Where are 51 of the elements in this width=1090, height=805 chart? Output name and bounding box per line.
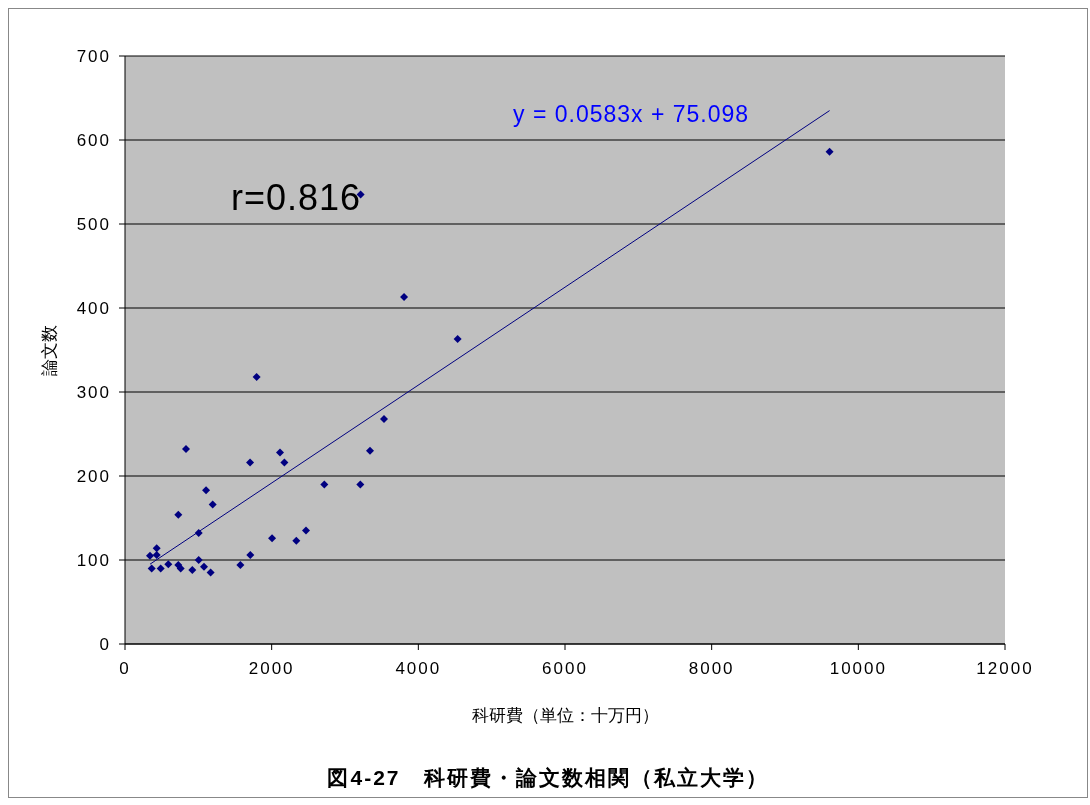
point bbox=[146, 551, 155, 560]
point bbox=[182, 445, 191, 454]
point bbox=[152, 550, 161, 559]
point bbox=[194, 529, 203, 538]
point bbox=[156, 564, 165, 573]
y-axis-title: 論文数 bbox=[40, 324, 60, 376]
point bbox=[252, 372, 261, 381]
annotation: r=0.816 bbox=[231, 177, 362, 219]
x-axis-title: 科研費（単位：十万円） bbox=[471, 706, 659, 725]
point bbox=[400, 293, 409, 302]
point bbox=[152, 544, 161, 553]
point bbox=[194, 556, 203, 564]
point bbox=[825, 147, 834, 156]
y-tick-label: 700 bbox=[76, 47, 111, 67]
point bbox=[202, 486, 211, 495]
y-tick-label: 100 bbox=[76, 551, 111, 571]
point bbox=[188, 566, 197, 575]
point bbox=[246, 458, 255, 467]
text: 図4-27 科研費・論文数相関（私立大学） bbox=[326, 765, 770, 791]
point bbox=[356, 480, 365, 489]
x-tick-label: 0 bbox=[119, 659, 131, 679]
point bbox=[246, 550, 255, 559]
x-tick-label: 2000 bbox=[248, 659, 295, 679]
y-tick-label: 600 bbox=[76, 131, 111, 151]
point bbox=[268, 534, 277, 543]
point bbox=[208, 500, 217, 509]
point bbox=[199, 562, 208, 571]
y-tick-label: 200 bbox=[76, 467, 111, 487]
y-tick-label: 500 bbox=[76, 215, 111, 235]
x-tick-label: 4000 bbox=[395, 659, 442, 679]
y-tick-label: 0 bbox=[99, 635, 111, 655]
x-tick-label: 12000 bbox=[976, 659, 1034, 679]
y-tick-label: 400 bbox=[76, 299, 111, 319]
point bbox=[301, 526, 310, 535]
point bbox=[276, 448, 285, 457]
point bbox=[320, 480, 329, 489]
point bbox=[280, 458, 289, 467]
point bbox=[366, 446, 375, 455]
annotation: y = 0.0583x + 75.098 bbox=[513, 101, 750, 128]
point bbox=[174, 510, 183, 519]
x-tick-label: 10000 bbox=[829, 659, 887, 679]
point bbox=[453, 335, 462, 344]
point bbox=[206, 568, 215, 577]
y-tick-label: 300 bbox=[76, 383, 111, 403]
x-tick-label: 6000 bbox=[542, 659, 588, 679]
point bbox=[147, 564, 156, 573]
point bbox=[164, 560, 173, 569]
point bbox=[380, 414, 389, 423]
x-tick-label: 8000 bbox=[688, 659, 735, 679]
point bbox=[236, 561, 245, 570]
point bbox=[292, 536, 301, 545]
